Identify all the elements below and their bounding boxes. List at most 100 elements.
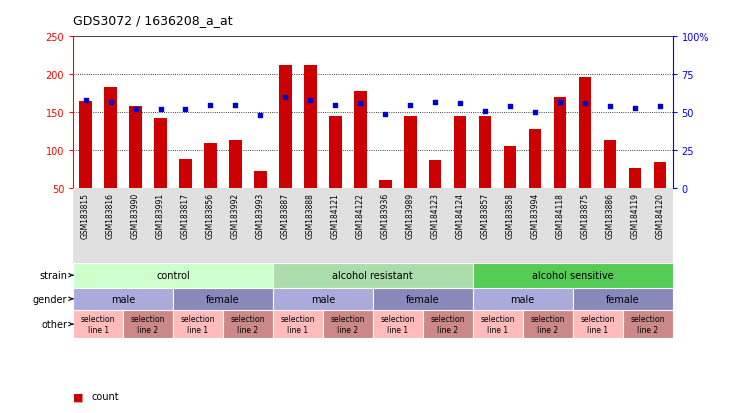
Bar xyxy=(604,141,616,189)
Bar xyxy=(654,162,666,189)
Bar xyxy=(273,288,373,310)
Text: control: control xyxy=(156,271,190,280)
Text: GSM183989: GSM183989 xyxy=(406,192,414,238)
Text: GSM184121: GSM184121 xyxy=(331,192,340,238)
Bar xyxy=(254,171,267,189)
Text: selection
line 1: selection line 1 xyxy=(281,315,315,334)
Text: GSM183886: GSM183886 xyxy=(605,192,615,238)
Text: selection
line 2: selection line 2 xyxy=(630,315,664,334)
Text: ■: ■ xyxy=(73,392,83,401)
Bar xyxy=(173,310,223,339)
Point xyxy=(80,97,91,104)
Bar xyxy=(623,310,673,339)
Bar xyxy=(629,169,641,189)
Text: GSM184120: GSM184120 xyxy=(656,192,664,238)
Bar xyxy=(572,288,673,310)
Text: selection
line 1: selection line 1 xyxy=(480,315,515,334)
Text: GSM183993: GSM183993 xyxy=(256,192,265,239)
Bar xyxy=(273,263,473,288)
Bar xyxy=(173,288,273,310)
Bar xyxy=(473,288,572,310)
Text: selection
line 2: selection line 2 xyxy=(531,315,565,334)
Point xyxy=(455,100,466,107)
Bar xyxy=(373,310,423,339)
Text: selection
line 1: selection line 1 xyxy=(181,315,215,334)
Point xyxy=(279,95,291,101)
Point xyxy=(230,102,241,109)
Bar xyxy=(204,143,216,189)
Bar xyxy=(329,117,341,189)
Point xyxy=(379,111,391,118)
Text: female: female xyxy=(406,294,439,304)
Bar xyxy=(373,288,473,310)
Bar xyxy=(579,78,591,189)
Point xyxy=(205,102,216,109)
Bar xyxy=(454,117,466,189)
Text: selection
line 2: selection line 2 xyxy=(330,315,365,334)
Point xyxy=(305,97,317,104)
Point xyxy=(330,102,341,109)
Bar xyxy=(429,161,442,189)
Text: GSM184123: GSM184123 xyxy=(431,192,440,238)
Text: alcohol sensitive: alcohol sensitive xyxy=(532,271,613,280)
Text: selection
line 2: selection line 2 xyxy=(231,315,265,334)
Text: male: male xyxy=(111,294,135,304)
Text: count: count xyxy=(91,392,119,401)
Text: GSM183888: GSM183888 xyxy=(306,192,315,238)
Point xyxy=(579,100,591,107)
Point xyxy=(629,105,641,112)
Bar xyxy=(523,310,572,339)
Point xyxy=(155,107,167,113)
Point xyxy=(554,99,566,106)
Text: GSM184119: GSM184119 xyxy=(631,192,640,238)
Text: male: male xyxy=(311,294,335,304)
Bar xyxy=(73,310,123,339)
Text: female: female xyxy=(606,294,640,304)
Text: GSM183992: GSM183992 xyxy=(231,192,240,238)
Point xyxy=(355,100,366,107)
Text: selection
line 1: selection line 1 xyxy=(580,315,615,334)
Text: selection
line 1: selection line 1 xyxy=(381,315,415,334)
Text: selection
line 1: selection line 1 xyxy=(81,315,115,334)
Text: GSM183817: GSM183817 xyxy=(181,192,190,238)
Text: GSM183991: GSM183991 xyxy=(156,192,165,238)
Bar xyxy=(230,140,242,189)
Bar xyxy=(479,117,491,189)
Bar xyxy=(473,310,523,339)
Point xyxy=(254,113,266,119)
Bar xyxy=(223,310,273,339)
Text: GSM183858: GSM183858 xyxy=(506,192,515,238)
Point xyxy=(429,99,441,106)
Point xyxy=(129,107,141,113)
Bar xyxy=(404,117,417,189)
Bar xyxy=(80,102,92,189)
Bar xyxy=(273,310,323,339)
Point xyxy=(480,108,491,115)
Bar xyxy=(129,107,142,189)
Bar xyxy=(504,147,516,189)
Bar xyxy=(105,88,117,189)
Point xyxy=(180,107,192,113)
Bar xyxy=(423,310,473,339)
Text: GSM183816: GSM183816 xyxy=(106,192,115,238)
Bar xyxy=(354,92,366,189)
Point xyxy=(605,104,616,110)
Bar xyxy=(473,263,673,288)
Bar xyxy=(529,130,542,189)
Text: selection
line 2: selection line 2 xyxy=(431,315,465,334)
Bar xyxy=(279,66,292,189)
Text: GSM183990: GSM183990 xyxy=(131,192,140,239)
Bar xyxy=(572,310,623,339)
Bar xyxy=(323,310,373,339)
Bar xyxy=(73,288,173,310)
Text: GDS3072 / 1636208_a_at: GDS3072 / 1636208_a_at xyxy=(73,14,232,27)
Text: alcohol resistant: alcohol resistant xyxy=(333,271,413,280)
Bar xyxy=(379,180,392,189)
Bar xyxy=(154,118,167,189)
Bar xyxy=(554,98,567,189)
Text: GSM183887: GSM183887 xyxy=(281,192,290,238)
Bar xyxy=(304,66,317,189)
Text: GSM184122: GSM184122 xyxy=(356,192,365,238)
Text: GSM183857: GSM183857 xyxy=(481,192,490,238)
Bar xyxy=(73,263,273,288)
